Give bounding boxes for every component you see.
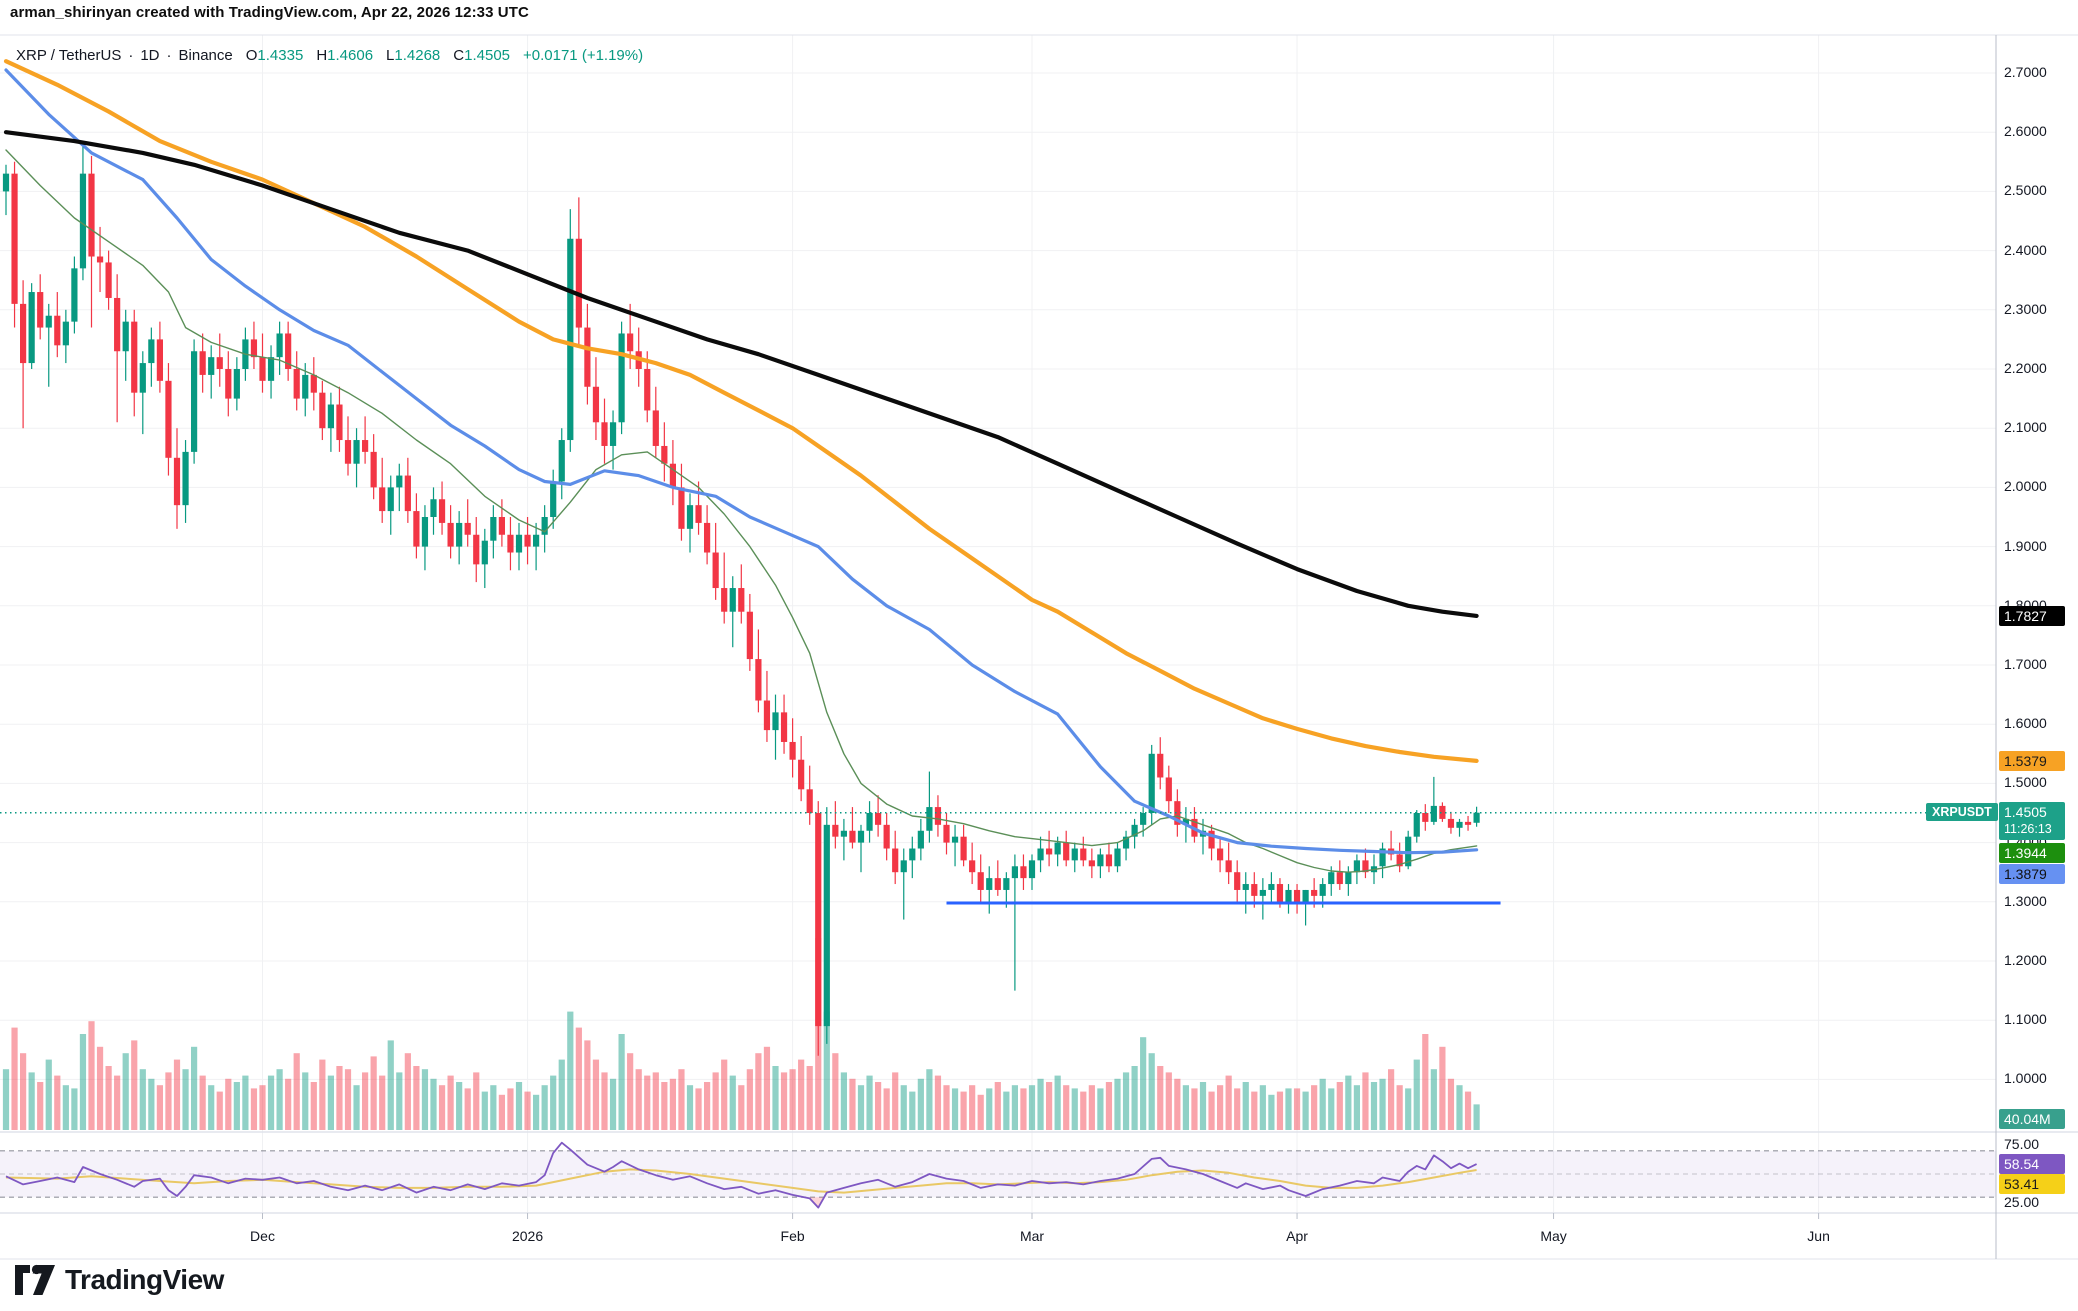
change-label: +0.0171 (+1.19%) <box>523 47 644 64</box>
interval-label: 1D <box>140 47 160 64</box>
rsi-tick-top: 75.00 <box>2004 1136 2040 1152</box>
ma-fast-price-badge: 1.3944 <box>1999 842 2065 863</box>
price-tick-label: 2.4000 <box>2004 241 2047 258</box>
price-tick-label: 2.0000 <box>2004 478 2047 495</box>
ma100-price-badge: 1.5379 <box>1999 750 2065 771</box>
ohlc-low: L1.4268 <box>386 47 441 64</box>
tradingview-logo-icon <box>14 1264 56 1296</box>
price-tick-label: 2.5000 <box>2004 182 2047 199</box>
time-tick-2026: 2026 <box>511 1228 544 1244</box>
exchange-label: Binance <box>178 47 233 64</box>
tradingview-logo-link[interactable]: TradingView <box>14 1264 224 1296</box>
rsi-ma-value-badge: 53.41 <box>1999 1174 2065 1195</box>
symbol-title: XRP / TetherUS <box>16 47 122 64</box>
time-tick-jun: Jun <box>1807 1228 1830 1244</box>
price-tick-label: 2.1000 <box>2004 419 2047 436</box>
time-tick-may: May <box>1540 1228 1567 1244</box>
rsi-value-badge: 58.54 <box>1999 1154 2065 1175</box>
rsi-tick-bottom: 25.00 <box>2004 1194 2040 1210</box>
time-tick-mar: Mar <box>1019 1228 1045 1244</box>
price-tick-label: 2.2000 <box>2004 360 2047 376</box>
price-tick-label: 1.9000 <box>2004 537 2047 554</box>
time-tick-dec: Dec <box>250 1228 275 1244</box>
price-tick-label: 2.6000 <box>2004 123 2047 140</box>
volume-badge: 40.04M <box>1999 1109 2065 1129</box>
price-tick-label: 1.2000 <box>2004 952 2047 968</box>
symbol-legend: XRP / TetherUS · 1D · Binance O1.4335 H1… <box>16 47 643 64</box>
last-price-badge: 1.4505 11:26:13 <box>1999 801 2065 840</box>
price-tick-label: 1.5000 <box>2004 774 2047 791</box>
ohlc-open: O1.4335 <box>245 47 304 64</box>
price-tick-label: 1.0000 <box>2004 1070 2047 1087</box>
price-tick-label: 1.3000 <box>2004 892 2047 909</box>
price-tick-label: 1.6000 <box>2004 715 2047 732</box>
price-tick-label: 1.7000 <box>2004 656 2047 672</box>
legend-separator: · <box>166 47 172 64</box>
attribution-text: arman_shirinyan created with TradingView… <box>10 4 529 21</box>
time-tick-apr: Apr <box>1286 1228 1308 1244</box>
ma200-price-badge: 1.7827 <box>1999 606 2065 627</box>
ohlc-high: H1.4606 <box>316 47 374 64</box>
price-tick-label: 1.1000 <box>2004 1011 2047 1028</box>
ohlc-close: C1.4505 <box>453 47 511 64</box>
price-tick-label: 2.3000 <box>2004 300 2047 317</box>
ma50-price-badge: 1.3879 <box>1999 863 2065 884</box>
legend-separator: · <box>128 47 134 64</box>
tradingview-logo-text: TradingView <box>65 1264 224 1295</box>
symbol-price-flag: XRPUSDT <box>1926 802 1998 821</box>
price-tick-label: 2.7000 <box>2004 64 2047 80</box>
time-tick-feb: Feb <box>780 1228 805 1244</box>
